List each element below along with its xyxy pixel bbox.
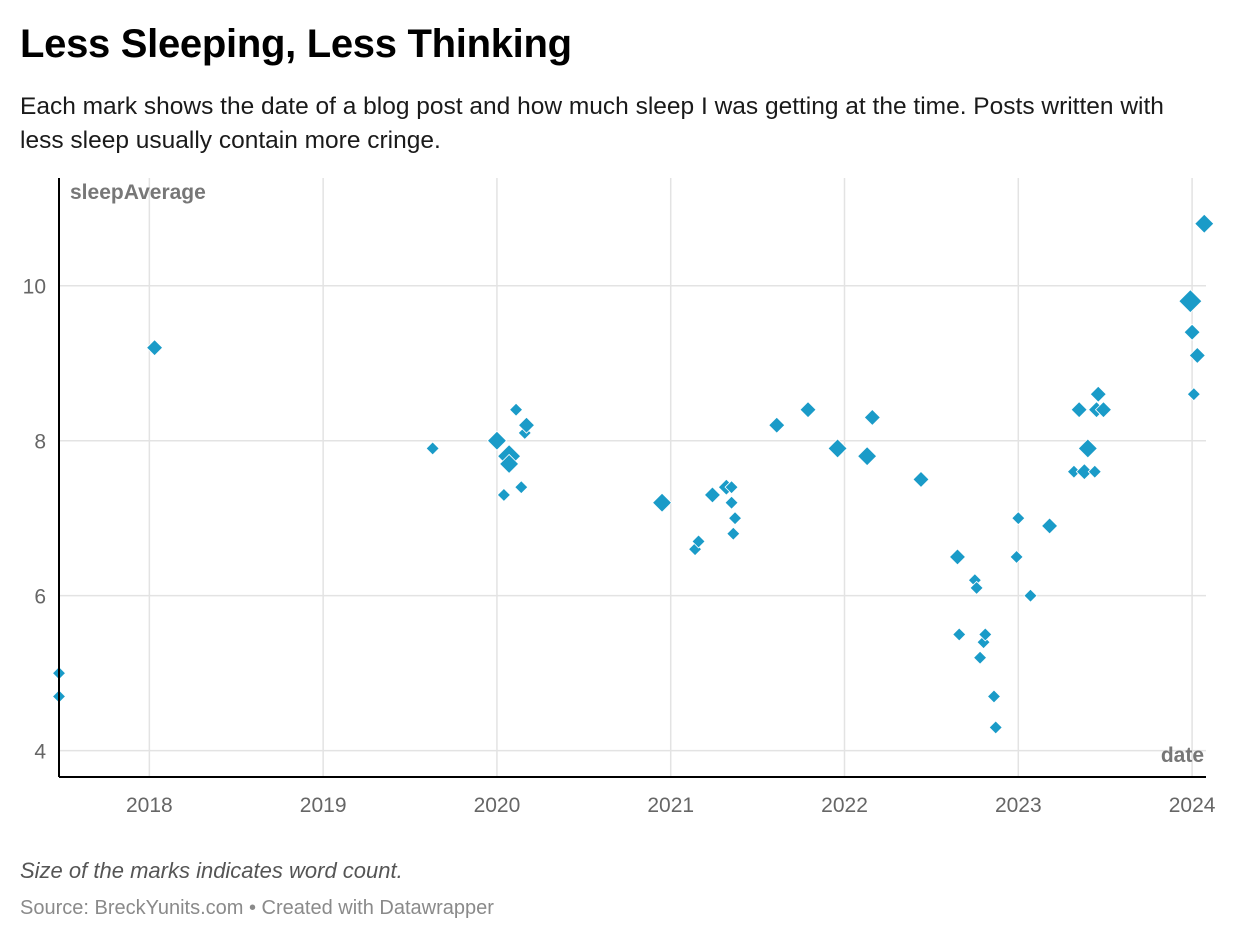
data-point[interactable] xyxy=(486,430,508,451)
x-tick-label: 2022 xyxy=(821,794,868,817)
data-point[interactable] xyxy=(912,470,930,489)
data-point[interactable] xyxy=(499,453,520,475)
data-marks xyxy=(51,213,1215,735)
data-point[interactable] xyxy=(1186,387,1201,402)
x-tick-label: 2018 xyxy=(126,794,173,817)
data-point[interactable] xyxy=(1188,346,1206,365)
x-tick-label: 2019 xyxy=(300,794,347,817)
data-point[interactable] xyxy=(514,480,529,495)
data-point[interactable] xyxy=(863,408,881,427)
data-point[interactable] xyxy=(1183,323,1201,341)
data-point[interactable] xyxy=(827,438,848,459)
data-point[interactable] xyxy=(1041,517,1059,535)
data-point[interactable] xyxy=(1087,464,1102,479)
data-point[interactable] xyxy=(978,627,993,642)
data-point[interactable] xyxy=(425,441,440,456)
data-point[interactable] xyxy=(1094,401,1113,419)
data-point[interactable] xyxy=(1011,511,1026,526)
size-note: Size of the marks indicates word count. xyxy=(20,858,403,883)
y-tick-label: 4 xyxy=(34,741,46,764)
data-point[interactable] xyxy=(726,526,741,541)
x-axis-title: date xyxy=(1161,744,1204,767)
source-credit: Source: BreckYunits.com • Created with D… xyxy=(20,897,494,919)
y-tick-label: 8 xyxy=(34,431,46,454)
x-tick-label: 2024 xyxy=(1169,794,1216,817)
data-point[interactable] xyxy=(1194,213,1215,234)
data-point[interactable] xyxy=(857,446,878,467)
data-point[interactable] xyxy=(988,720,1003,735)
chart-title: Less Sleeping, Less Thinking xyxy=(20,22,572,66)
data-point[interactable] xyxy=(727,511,743,526)
data-point[interactable] xyxy=(691,534,706,549)
data-point[interactable] xyxy=(1089,385,1107,403)
y-tick-label: 10 xyxy=(23,276,46,299)
data-point[interactable] xyxy=(724,495,739,510)
data-point[interactable] xyxy=(969,580,984,595)
data-point[interactable] xyxy=(973,650,988,665)
data-point[interactable] xyxy=(651,492,673,513)
data-point[interactable] xyxy=(496,487,511,503)
data-point[interactable] xyxy=(146,339,164,357)
data-point[interactable] xyxy=(1075,463,1093,481)
y-tick-label: 6 xyxy=(34,586,46,609)
data-point[interactable] xyxy=(517,416,536,434)
data-point[interactable] xyxy=(799,401,817,419)
data-point[interactable] xyxy=(986,689,1002,704)
data-point[interactable] xyxy=(1009,549,1024,564)
chart-subtitle: Each mark shows the date of a blog post … xyxy=(20,93,1164,154)
data-point[interactable] xyxy=(1023,588,1038,603)
y-axis-title: sleepAverage xyxy=(70,181,206,204)
axis-ticks: 4 6 8 10 2018 2019 2020 2021 2022 2023 2024 xyxy=(23,276,1216,817)
data-point[interactable] xyxy=(724,480,739,495)
x-tick-label: 2023 xyxy=(995,794,1042,817)
data-point[interactable] xyxy=(768,416,786,434)
x-tick-label: 2020 xyxy=(474,794,521,817)
data-point[interactable] xyxy=(948,548,967,566)
data-point[interactable] xyxy=(1077,438,1098,459)
data-point[interactable] xyxy=(508,402,524,417)
data-point[interactable] xyxy=(1178,289,1203,314)
data-point[interactable] xyxy=(1070,401,1088,419)
data-point[interactable] xyxy=(952,627,967,642)
gridlines xyxy=(59,178,1206,777)
data-point[interactable] xyxy=(703,486,722,504)
x-tick-label: 2021 xyxy=(647,794,694,817)
